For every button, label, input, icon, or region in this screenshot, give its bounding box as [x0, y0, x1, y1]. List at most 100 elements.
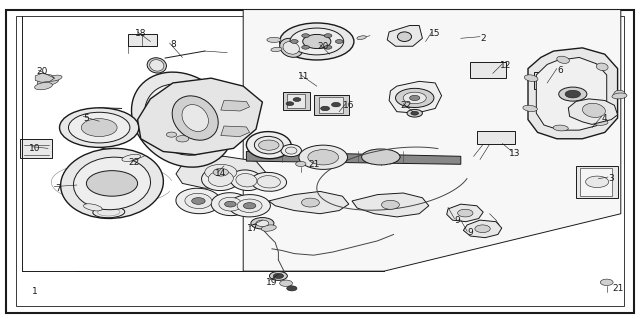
Polygon shape — [246, 152, 461, 164]
Bar — [470, 62, 506, 78]
Ellipse shape — [219, 197, 242, 211]
Circle shape — [458, 209, 473, 217]
Text: 20: 20 — [317, 42, 329, 51]
Bar — [319, 97, 343, 113]
Circle shape — [324, 34, 332, 38]
Circle shape — [303, 34, 331, 48]
Text: 11: 11 — [298, 72, 310, 81]
Text: 19: 19 — [266, 278, 278, 287]
Ellipse shape — [281, 145, 301, 157]
Ellipse shape — [47, 75, 62, 81]
Ellipse shape — [362, 149, 400, 165]
Ellipse shape — [357, 36, 366, 40]
Ellipse shape — [131, 72, 234, 167]
Polygon shape — [463, 220, 502, 238]
Ellipse shape — [150, 60, 164, 71]
Circle shape — [291, 40, 298, 43]
Polygon shape — [352, 193, 429, 217]
Circle shape — [299, 145, 348, 169]
Bar — [314, 95, 349, 115]
Text: 9: 9 — [468, 228, 473, 237]
Ellipse shape — [37, 77, 59, 86]
Circle shape — [259, 140, 279, 150]
Bar — [534, 72, 555, 89]
Circle shape — [290, 28, 344, 55]
Polygon shape — [176, 156, 266, 188]
Bar — [283, 92, 310, 110]
Text: 7: 7 — [55, 184, 60, 193]
Circle shape — [301, 198, 319, 207]
Circle shape — [280, 23, 354, 60]
Text: 18: 18 — [135, 29, 147, 38]
Ellipse shape — [83, 204, 102, 211]
Text: 14: 14 — [215, 169, 227, 178]
Circle shape — [192, 197, 205, 204]
Text: 12: 12 — [500, 61, 511, 70]
Bar — [20, 139, 52, 158]
Circle shape — [301, 45, 309, 49]
Ellipse shape — [211, 193, 250, 216]
Text: 21: 21 — [612, 284, 623, 293]
Text: 10: 10 — [29, 144, 41, 153]
Bar — [576, 166, 618, 198]
Text: 5: 5 — [84, 114, 89, 122]
Ellipse shape — [202, 167, 240, 190]
Text: 22: 22 — [401, 101, 412, 110]
Ellipse shape — [582, 103, 605, 117]
Bar — [477, 131, 515, 144]
Text: 16: 16 — [343, 101, 355, 110]
Circle shape — [332, 102, 340, 107]
Circle shape — [296, 161, 306, 167]
Ellipse shape — [267, 37, 281, 42]
Polygon shape — [221, 126, 250, 137]
Text: 15: 15 — [429, 29, 441, 38]
Text: 22: 22 — [129, 158, 140, 167]
Text: 3: 3 — [609, 174, 614, 183]
Circle shape — [600, 279, 613, 286]
Ellipse shape — [147, 58, 166, 73]
Ellipse shape — [185, 193, 212, 209]
Circle shape — [166, 132, 177, 137]
Ellipse shape — [523, 105, 538, 112]
Ellipse shape — [593, 120, 608, 125]
Bar — [287, 94, 305, 108]
Circle shape — [60, 108, 139, 147]
Ellipse shape — [61, 148, 163, 219]
Circle shape — [565, 90, 580, 98]
Text: 6: 6 — [557, 66, 563, 75]
Ellipse shape — [283, 41, 300, 54]
Circle shape — [86, 171, 138, 196]
Ellipse shape — [612, 93, 627, 99]
Polygon shape — [389, 81, 442, 113]
Polygon shape — [528, 48, 618, 139]
Circle shape — [176, 136, 189, 142]
Bar — [128, 34, 157, 46]
Text: 21: 21 — [308, 160, 319, 169]
Ellipse shape — [145, 84, 220, 155]
Ellipse shape — [74, 157, 150, 210]
Ellipse shape — [251, 172, 287, 191]
Ellipse shape — [254, 137, 284, 154]
Ellipse shape — [397, 32, 412, 41]
Circle shape — [213, 168, 228, 176]
Text: 13: 13 — [509, 149, 521, 158]
Circle shape — [410, 95, 420, 100]
Circle shape — [243, 203, 256, 209]
Polygon shape — [387, 26, 422, 46]
Ellipse shape — [230, 170, 262, 190]
Ellipse shape — [524, 75, 538, 82]
Circle shape — [269, 271, 287, 280]
Circle shape — [411, 111, 419, 115]
Polygon shape — [269, 191, 349, 214]
Circle shape — [256, 220, 269, 226]
Circle shape — [205, 164, 237, 180]
Circle shape — [559, 87, 587, 101]
Polygon shape — [568, 99, 618, 124]
Bar — [580, 168, 612, 196]
Ellipse shape — [257, 176, 280, 188]
Text: 2: 2 — [481, 34, 486, 43]
Circle shape — [586, 176, 609, 188]
Polygon shape — [536, 57, 607, 130]
Circle shape — [251, 218, 274, 229]
Ellipse shape — [596, 63, 608, 70]
